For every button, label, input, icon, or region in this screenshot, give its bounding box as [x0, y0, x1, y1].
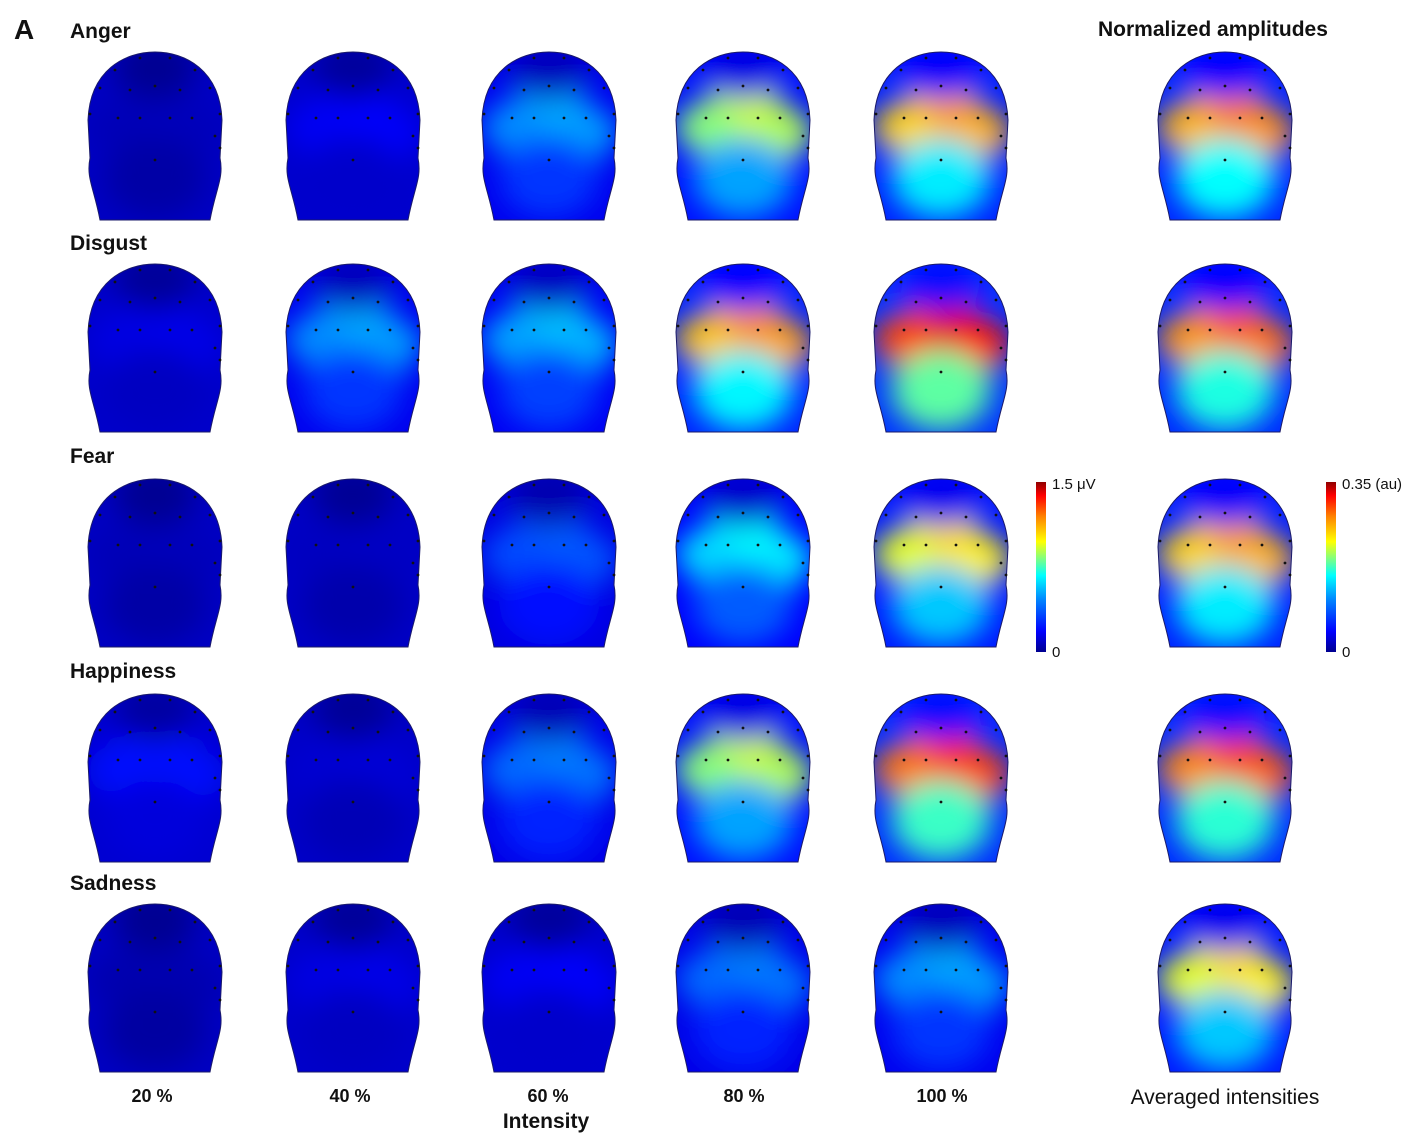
row-label-fear: Fear [70, 445, 115, 468]
head-map-sadness-4 [675, 903, 811, 1073]
head-map-sadness-average [1157, 903, 1293, 1073]
colorbar-microvolt-max: 1.5 μV [1052, 476, 1096, 493]
column-label-40: 40 % [329, 1086, 371, 1106]
head-map-fear-2 [285, 478, 421, 648]
panel-letter: A [14, 14, 35, 45]
head-map-fear-3 [481, 478, 617, 648]
head-map-sadness-1 [87, 903, 223, 1073]
head-map-disgust-4 [675, 263, 811, 433]
head-map-happiness-3 [481, 693, 617, 863]
intensity-axis-title: Intensity [502, 1110, 590, 1133]
colorbar-au [1326, 482, 1336, 652]
head-map-fear-5 [873, 478, 1009, 648]
head-map-sadness-3 [481, 903, 617, 1073]
column-label-60: 60 % [527, 1086, 569, 1106]
head-map-anger-3 [481, 51, 617, 221]
row-label-anger: Anger [70, 20, 131, 43]
head-map-anger-1 [87, 51, 223, 221]
head-map-sadness-2 [285, 903, 421, 1073]
averaged-intensities-label: Averaged intensities [1130, 1086, 1320, 1109]
head-map-happiness-5 [873, 693, 1009, 863]
head-map-disgust-3 [481, 263, 617, 433]
column-label-100: 100 % [916, 1086, 968, 1106]
row-label-sadness: Sadness [70, 872, 157, 895]
head-map-fear-4 [675, 478, 811, 648]
head-map-disgust-average [1157, 263, 1293, 433]
head-map-fear-average [1157, 478, 1293, 648]
colorbar-au-min: 0 [1342, 644, 1351, 661]
head-map-fear-1 [87, 478, 223, 648]
column-label-20: 20 % [131, 1086, 173, 1106]
head-map-sadness-5 [873, 903, 1009, 1073]
head-map-anger-average [1157, 51, 1293, 221]
colorbar-microvolt-min: 0 [1052, 644, 1061, 661]
head-map-happiness-4 [675, 693, 811, 863]
colorbar-microvolt [1036, 482, 1046, 652]
head-map-happiness-average [1157, 693, 1293, 863]
head-map-happiness-2 [285, 693, 421, 863]
row-label-happiness: Happiness [70, 660, 177, 683]
colorbar-au-max: 0.35 (au) [1342, 476, 1403, 493]
head-map-happiness-1 [87, 693, 223, 863]
head-map-disgust-2 [285, 263, 421, 433]
head-map-anger-2 [285, 51, 421, 221]
head-map-anger-4 [675, 51, 811, 221]
head-map-anger-5 [873, 51, 1009, 221]
column-label-80: 80 % [723, 1086, 765, 1106]
normalized-amplitudes-title: Normalized amplitudes [1098, 18, 1328, 41]
head-map-disgust-1 [87, 263, 223, 433]
head-map-disgust-5 [873, 263, 1009, 433]
row-label-disgust: Disgust [70, 232, 148, 255]
